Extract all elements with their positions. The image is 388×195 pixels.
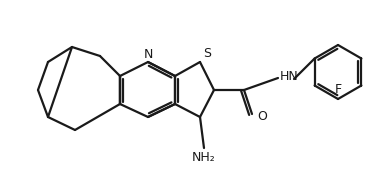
Text: NH₂: NH₂ [192, 151, 216, 164]
Text: O: O [257, 111, 267, 123]
Text: N: N [143, 48, 153, 61]
Text: HN: HN [280, 71, 299, 83]
Text: S: S [203, 47, 211, 60]
Text: F: F [334, 83, 341, 96]
